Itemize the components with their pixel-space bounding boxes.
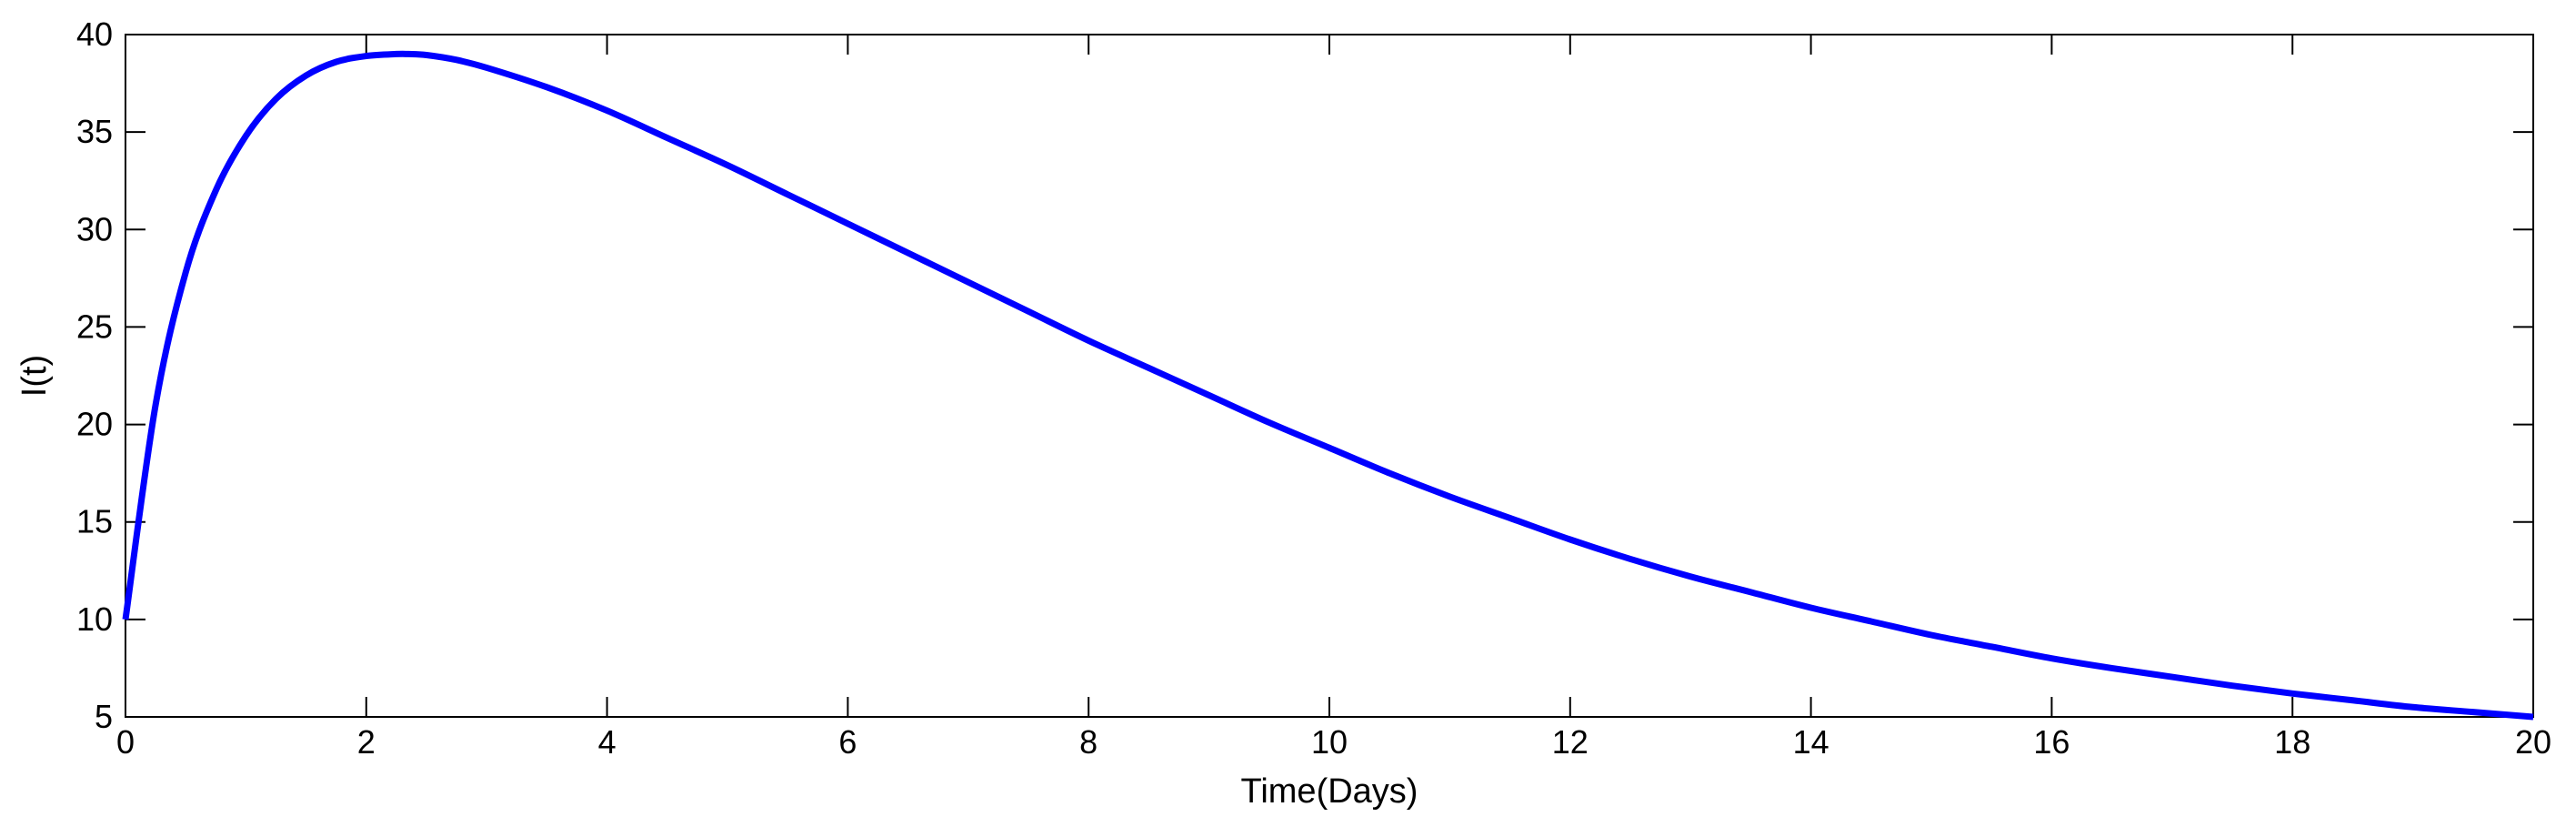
x-tick-label: 8 — [1079, 723, 1098, 761]
y-tick-label: 25 — [76, 308, 113, 345]
x-tick-label: 4 — [598, 723, 616, 761]
y-tick-label: 40 — [76, 15, 113, 53]
y-tick-label: 35 — [76, 113, 113, 150]
y-axis-label: I(t) — [15, 355, 54, 397]
x-axis-ticks: 0 2 4 6 8 10 12 14 16 18 20 — [116, 35, 2551, 761]
x-tick-label: 0 — [116, 723, 135, 761]
y-tick-label: 20 — [76, 406, 113, 443]
y-tick-label: 10 — [76, 600, 113, 638]
y-axis-ticks: 5 10 15 20 25 30 35 40 — [76, 15, 2533, 735]
x-tick-label: 10 — [1311, 723, 1348, 761]
x-tick-label: 16 — [2033, 723, 2070, 761]
x-tick-label: 20 — [2515, 723, 2551, 761]
series-line — [122, 50, 2534, 721]
x-tick-label: 14 — [1793, 723, 1829, 761]
series-layer — [122, 50, 2534, 721]
y-tick-label: 5 — [95, 698, 113, 735]
x-tick-label: 2 — [357, 723, 376, 761]
x-axis-label: Time(Days) — [1241, 772, 1418, 811]
y-tick-label: 15 — [76, 503, 113, 540]
x-tick-label: 12 — [1552, 723, 1589, 761]
y-tick-label: 30 — [76, 210, 113, 247]
x-tick-label: 18 — [2274, 723, 2310, 761]
x-tick-label: 6 — [838, 723, 857, 761]
